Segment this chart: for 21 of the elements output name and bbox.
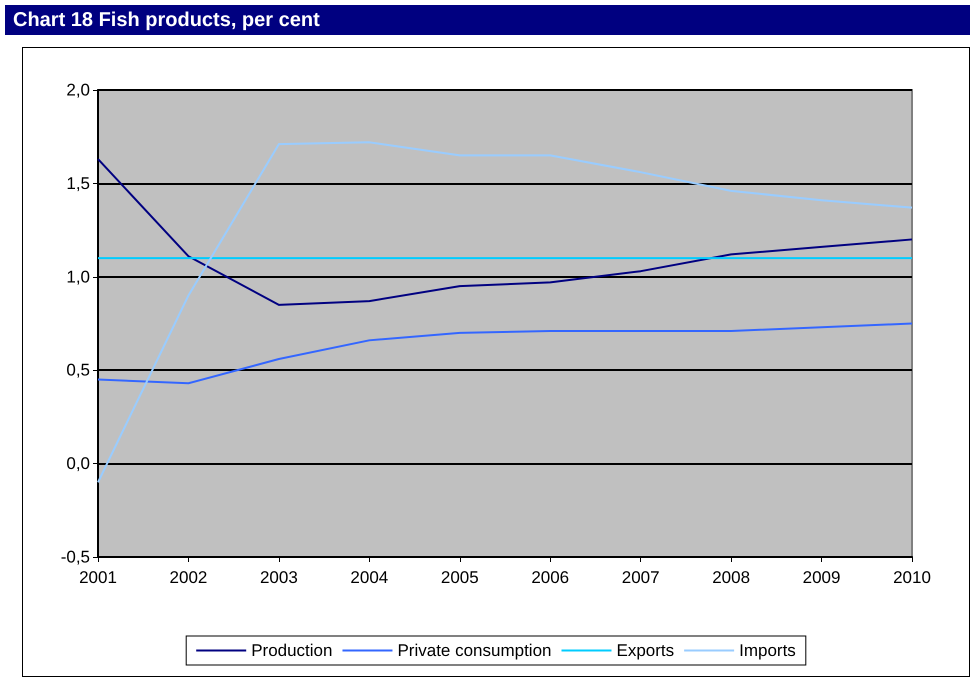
y-tick-label: 2,0 xyxy=(66,80,90,100)
x-tick-label: 2010 xyxy=(893,568,931,587)
x-tick-label: 2008 xyxy=(712,568,750,587)
legend-label: Private consumption xyxy=(397,641,552,660)
y-tick-label: 1,0 xyxy=(66,267,90,286)
x-tick-label: 2007 xyxy=(622,568,660,587)
x-tick-label: 2009 xyxy=(802,568,840,587)
x-tick-label: 2005 xyxy=(440,568,479,587)
x-tick-label: 2004 xyxy=(350,568,388,587)
y-tick-label: -0,5 xyxy=(60,548,90,566)
x-tick-label: 2002 xyxy=(170,568,208,587)
x-tick-label: 2001 xyxy=(79,568,117,587)
x-tick-label: 2003 xyxy=(260,568,298,587)
legend-label: Production xyxy=(251,641,332,660)
legend-label: Exports xyxy=(616,641,674,660)
y-tick-label: 0,5 xyxy=(66,360,90,380)
y-tick-label: 0,0 xyxy=(66,454,90,474)
y-tick-label: 1,5 xyxy=(66,174,90,193)
legend-label: Imports xyxy=(739,641,796,660)
chart-title: Chart 18 Fish products, per cent xyxy=(5,5,970,35)
x-tick-label: 2006 xyxy=(531,568,570,587)
